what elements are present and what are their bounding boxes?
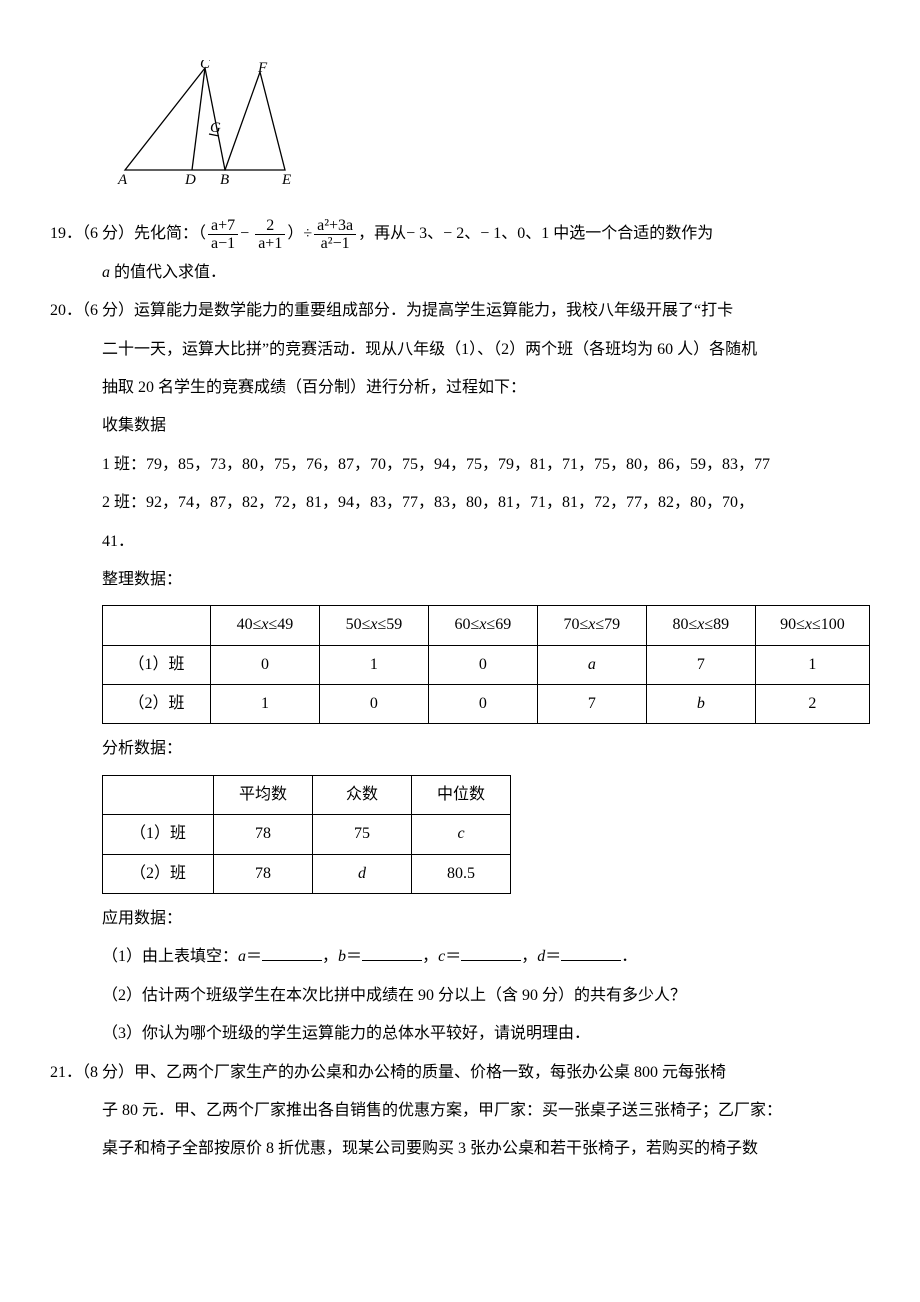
q20-class1: 1 班：79，85，73，80，75，76，87，70，75，94，75，79，… bbox=[50, 446, 870, 484]
t1-r1-1: 0 bbox=[210, 645, 319, 684]
label-F: F bbox=[257, 60, 268, 76]
q21-p1: 甲、乙两个厂家生产的办公桌和办公椅的质量、价格一致，每张办公桌 800 元每张椅 bbox=[134, 1064, 726, 1081]
t1-h5: 80≤x≤89 bbox=[646, 606, 755, 645]
q20-collect: 收集数据 bbox=[50, 407, 870, 445]
q20-sub1: （1）由上表填空：a＝，b＝，c＝，d＝． bbox=[50, 938, 870, 976]
q19-frac2: 2a+1 bbox=[255, 217, 285, 253]
q20-sub3: （3）你认为哪个班级的学生运算能力的总体水平较好，请说明理由． bbox=[50, 1015, 870, 1053]
q20-analyze: 分析数据： bbox=[50, 730, 870, 768]
q19-frac3-den: a²−1 bbox=[314, 235, 356, 253]
question-20: 20．（6 分）运算能力是数学能力的重要组成部分．为提高学生运算能力，我校八年级… bbox=[50, 292, 870, 1053]
blank-c bbox=[461, 944, 521, 961]
t2-r1-1: 78 bbox=[214, 815, 313, 854]
q19-frac1-den: a−1 bbox=[208, 235, 238, 253]
t2-r1-0: （1）班 bbox=[103, 815, 214, 854]
t1-h0 bbox=[103, 606, 211, 645]
q20-class2a: 2 班：92，74，87，82，72，81，94，83，77，83，80，81，… bbox=[50, 484, 870, 522]
q20-class2b: 41． bbox=[50, 523, 870, 561]
q19-frac3-num: a²+3a bbox=[314, 217, 356, 236]
q21-p3: 桌子和椅子全部按原价 8 折优惠，现某公司要购买 3 张办公桌和若干张椅子，若购… bbox=[50, 1130, 870, 1168]
triangle-svg: A D B E C F G bbox=[110, 60, 310, 190]
q20-sub1-lead: （1）由上表填空： bbox=[102, 948, 238, 965]
q19-points: （6 分） bbox=[82, 225, 134, 242]
t2-r1-3: c bbox=[412, 815, 511, 854]
t1-r2-2: 0 bbox=[319, 685, 428, 724]
t1-h4: 70≤x≤79 bbox=[537, 606, 646, 645]
question-19: 19．（6 分）先化简：（a+7a−1− 2a+1）÷a²+3aa²−1，再从−… bbox=[50, 215, 870, 292]
question-21: 21．（8 分）甲、乙两个厂家生产的办公桌和办公椅的质量、价格一致，每张办公桌 … bbox=[50, 1054, 870, 1169]
label-D: D bbox=[184, 172, 196, 188]
q19-tail: ，再从− 3、− 2、− 1、0、1 中选一个合适的数作为 bbox=[358, 225, 713, 242]
q19-minus: − bbox=[240, 225, 249, 242]
t2-r1-2: 75 bbox=[313, 815, 412, 854]
table-row: 平均数 众数 中位数 bbox=[103, 775, 511, 814]
q20-line1: 20．（6 分）运算能力是数学能力的重要组成部分．为提高学生运算能力，我校八年级… bbox=[50, 292, 870, 330]
table-row: （1）班 0 1 0 a 7 1 bbox=[103, 645, 870, 684]
q20-sub2: （2）估计两个班级学生在本次比拼中成绩在 90 分以上（含 90 分）的共有多少… bbox=[50, 977, 870, 1015]
t1-r2-0: （2）班 bbox=[103, 685, 211, 724]
t1-r2-3: 0 bbox=[428, 685, 537, 724]
table-analyze: 平均数 众数 中位数 （1）班 78 75 c （2）班 78 d 80.5 bbox=[102, 775, 511, 894]
t2-h2: 众数 bbox=[313, 775, 412, 814]
blank-b bbox=[362, 944, 422, 961]
q20-apply: 应用数据： bbox=[50, 900, 870, 938]
q20-p3: 抽取 20 名学生的竞赛成绩（百分制）进行分析，过程如下： bbox=[50, 369, 870, 407]
t1-r1-0: （1）班 bbox=[103, 645, 211, 684]
table-row: 40≤x≤49 50≤x≤59 60≤x≤69 70≤x≤79 80≤x≤89 … bbox=[103, 606, 870, 645]
t1-r2-4: 7 bbox=[537, 685, 646, 724]
t2-h0 bbox=[103, 775, 214, 814]
label-G: G bbox=[210, 120, 221, 136]
blank-a bbox=[262, 944, 322, 961]
q20-sub1-end: ． bbox=[621, 948, 637, 965]
t1-h6: 90≤x≤100 bbox=[755, 606, 869, 645]
q19-frac3: a²+3aa²−1 bbox=[314, 217, 356, 253]
label-C: C bbox=[200, 60, 211, 72]
t2-r2-1: 78 bbox=[214, 854, 313, 893]
q21-line1: 21．（8 分）甲、乙两个厂家生产的办公桌和办公椅的质量、价格一致，每张办公桌 … bbox=[50, 1054, 870, 1092]
q19-frac1: a+7a−1 bbox=[208, 217, 238, 253]
t2-r2-0: （2）班 bbox=[103, 854, 214, 893]
table-organize: 40≤x≤49 50≤x≤59 60≤x≤69 70≤x≤79 80≤x≤89 … bbox=[102, 605, 870, 724]
t2-r2-2: d bbox=[313, 854, 412, 893]
t1-r2-1: 1 bbox=[210, 685, 319, 724]
q19-line2: a a 的值代入求值．的值代入求值． bbox=[50, 254, 870, 292]
q19-paren: ）÷ bbox=[287, 225, 312, 242]
label-A: A bbox=[117, 172, 128, 188]
q19-frac2-num: 2 bbox=[255, 217, 285, 236]
t1-h2: 50≤x≤59 bbox=[319, 606, 428, 645]
q21-num: 21 bbox=[50, 1064, 66, 1081]
q20-p2: 二十一天，运算大比拼”的竞赛活动．现从八年级（1）、（2）两个班（各班均为 60… bbox=[50, 331, 870, 369]
q20-organize: 整理数据： bbox=[50, 561, 870, 599]
q19-frac1-num: a+7 bbox=[208, 217, 238, 236]
t1-r1-5: 7 bbox=[646, 645, 755, 684]
t2-h1: 平均数 bbox=[214, 775, 313, 814]
q19-num: 19 bbox=[50, 225, 66, 242]
blank-d bbox=[561, 944, 621, 961]
table-row: （2）班 78 d 80.5 bbox=[103, 854, 511, 893]
table-row: （2）班 1 0 0 7 b 2 bbox=[103, 685, 870, 724]
label-E: E bbox=[281, 172, 291, 188]
t1-r1-4: a bbox=[537, 645, 646, 684]
q19-lead: 先化简：（ bbox=[134, 225, 206, 242]
t2-r2-3: 80.5 bbox=[412, 854, 511, 893]
q19-line1: 19．（6 分）先化简：（a+7a−1− 2a+1）÷a²+3aa²−1，再从−… bbox=[50, 215, 870, 253]
t2-h3: 中位数 bbox=[412, 775, 511, 814]
label-B: B bbox=[220, 172, 229, 188]
q19-frac2-den: a+1 bbox=[255, 235, 285, 253]
t1-r1-2: 1 bbox=[319, 645, 428, 684]
triangle-figure: A D B E C F G bbox=[110, 60, 870, 205]
q20-p1: 运算能力是数学能力的重要组成部分．为提高学生运算能力，我校八年级开展了“打卡 bbox=[134, 302, 733, 319]
t1-r1-6: 1 bbox=[755, 645, 869, 684]
q20-points: （6 分） bbox=[82, 302, 134, 319]
q20-num: 20 bbox=[50, 302, 66, 319]
t1-r2-5: b bbox=[646, 685, 755, 724]
q21-points: （8 分） bbox=[82, 1064, 134, 1081]
t1-r1-3: 0 bbox=[428, 645, 537, 684]
t1-r2-6: 2 bbox=[755, 685, 869, 724]
t1-h3: 60≤x≤69 bbox=[428, 606, 537, 645]
table-row: （1）班 78 75 c bbox=[103, 815, 511, 854]
t1-h1: 40≤x≤49 bbox=[210, 606, 319, 645]
q21-p2: 子 80 元．甲、乙两个厂家推出各自销售的优惠方案，甲厂家：买一张桌子送三张椅子… bbox=[50, 1092, 870, 1130]
